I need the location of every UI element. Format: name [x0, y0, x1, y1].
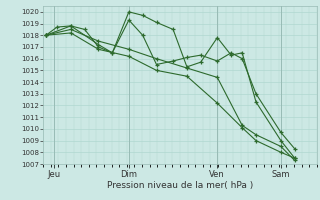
- X-axis label: Pression niveau de la mer( hPa ): Pression niveau de la mer( hPa ): [107, 181, 253, 190]
